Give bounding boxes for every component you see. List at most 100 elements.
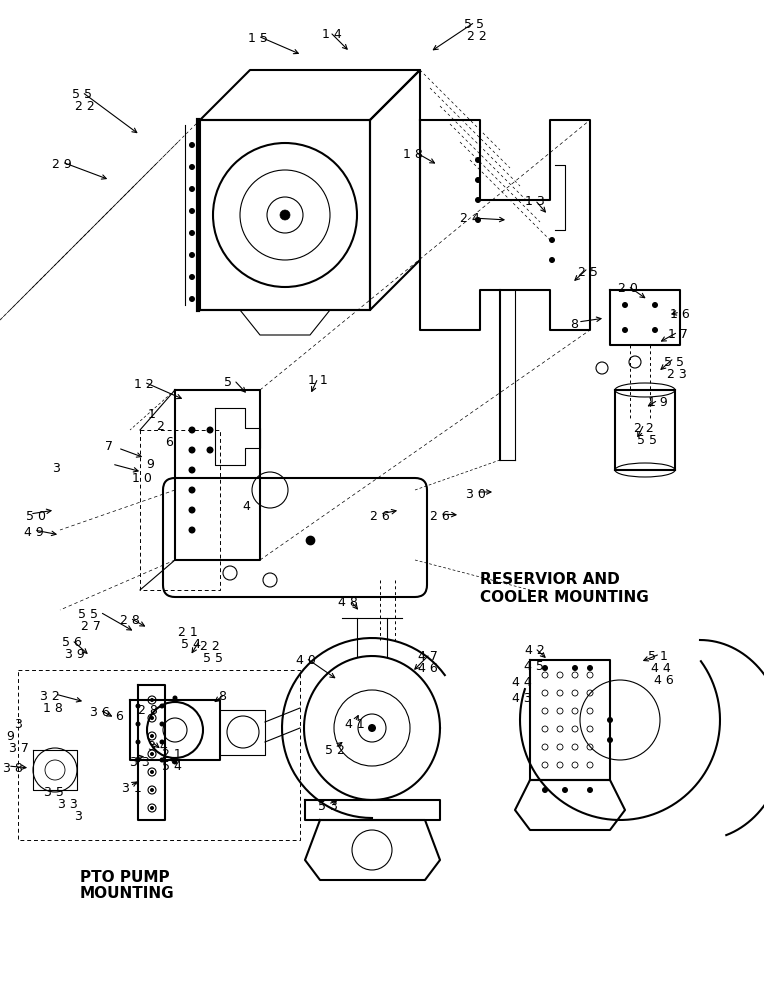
Circle shape xyxy=(189,296,195,302)
Text: 4 9: 4 9 xyxy=(24,526,44,539)
Circle shape xyxy=(587,787,593,793)
Text: 1 8: 1 8 xyxy=(403,148,423,161)
Text: 2 2: 2 2 xyxy=(75,100,95,113)
Text: 3 8: 3 8 xyxy=(3,762,23,775)
Circle shape xyxy=(189,230,195,236)
Text: 5 5: 5 5 xyxy=(464,18,484,31)
Circle shape xyxy=(607,737,613,743)
Text: 2 9: 2 9 xyxy=(52,158,72,171)
Text: 9: 9 xyxy=(6,730,14,743)
Circle shape xyxy=(150,806,154,810)
Text: 4: 4 xyxy=(242,500,250,513)
Circle shape xyxy=(475,177,481,183)
Text: 3 3: 3 3 xyxy=(130,756,150,769)
Circle shape xyxy=(189,142,195,148)
Text: 1 6: 1 6 xyxy=(670,308,690,321)
Circle shape xyxy=(173,696,177,700)
Text: 4 5: 4 5 xyxy=(524,660,544,673)
Text: 1 4: 1 4 xyxy=(322,28,342,41)
Text: 9: 9 xyxy=(146,458,154,471)
Circle shape xyxy=(135,704,141,708)
Text: 4 8: 4 8 xyxy=(338,596,358,609)
Text: 1 9: 1 9 xyxy=(648,396,668,409)
Circle shape xyxy=(475,157,481,163)
Circle shape xyxy=(135,758,141,762)
Circle shape xyxy=(189,506,196,514)
Text: 3 3: 3 3 xyxy=(58,798,78,811)
Text: 2 1: 2 1 xyxy=(178,626,198,639)
Text: 5 4: 5 4 xyxy=(162,760,182,773)
Text: 1: 1 xyxy=(148,408,156,421)
Text: 1 1: 1 1 xyxy=(308,374,328,387)
Circle shape xyxy=(150,716,154,720)
Text: 4 1: 4 1 xyxy=(345,718,364,731)
Text: 3 6: 3 6 xyxy=(90,706,110,719)
Text: 2 0: 2 0 xyxy=(618,282,638,295)
Text: 8: 8 xyxy=(570,318,578,331)
Text: 5 5: 5 5 xyxy=(203,652,223,665)
Text: 5: 5 xyxy=(224,376,232,389)
Text: 2 6: 2 6 xyxy=(370,510,390,523)
Text: 3: 3 xyxy=(74,810,82,823)
Text: 5 3: 5 3 xyxy=(318,800,338,813)
Text: 3 9: 3 9 xyxy=(65,648,85,661)
Text: 2 8: 2 8 xyxy=(138,704,158,717)
Text: 1 0: 1 0 xyxy=(132,472,152,485)
Text: 2: 2 xyxy=(156,420,163,433)
Text: 8: 8 xyxy=(218,690,226,703)
Circle shape xyxy=(150,770,154,774)
Circle shape xyxy=(189,466,196,474)
Text: 4 6: 4 6 xyxy=(418,662,438,675)
Circle shape xyxy=(189,274,195,280)
Circle shape xyxy=(135,740,141,744)
Text: 5 1: 5 1 xyxy=(648,650,668,663)
Circle shape xyxy=(189,186,195,192)
Text: 3: 3 xyxy=(52,462,60,475)
Text: 2 4: 2 4 xyxy=(460,212,480,225)
Circle shape xyxy=(206,446,213,454)
Text: 4 2: 4 2 xyxy=(525,644,545,657)
Text: 5 5: 5 5 xyxy=(72,88,92,101)
Text: 2 3: 2 3 xyxy=(667,368,687,381)
Circle shape xyxy=(160,758,164,762)
Circle shape xyxy=(475,197,481,203)
Text: 1 5: 1 5 xyxy=(248,32,268,45)
Text: 2 2: 2 2 xyxy=(634,422,654,435)
Text: 5 5: 5 5 xyxy=(664,356,684,369)
Circle shape xyxy=(542,787,548,793)
Text: RESERVIOR AND: RESERVIOR AND xyxy=(480,572,620,587)
Text: 4 3: 4 3 xyxy=(512,692,532,705)
Text: 6: 6 xyxy=(165,436,173,449)
Text: 3 7: 3 7 xyxy=(9,742,29,755)
Circle shape xyxy=(572,665,578,671)
Circle shape xyxy=(652,302,658,308)
Circle shape xyxy=(150,698,154,702)
Text: 3 2: 3 2 xyxy=(40,690,60,703)
Circle shape xyxy=(475,217,481,223)
Text: 2 8: 2 8 xyxy=(120,614,140,627)
Text: 1 3: 1 3 xyxy=(525,195,545,208)
Circle shape xyxy=(280,210,290,220)
Circle shape xyxy=(150,734,154,738)
Circle shape xyxy=(622,302,628,308)
Text: 5 5: 5 5 xyxy=(637,434,657,447)
Text: 2 2: 2 2 xyxy=(200,640,220,653)
Text: 3: 3 xyxy=(14,718,22,731)
Text: 4 6: 4 6 xyxy=(654,674,674,687)
Text: 3 4: 3 4 xyxy=(148,740,168,753)
Circle shape xyxy=(189,446,196,454)
Text: PTO PUMP: PTO PUMP xyxy=(80,870,170,885)
Text: 6: 6 xyxy=(115,710,123,723)
Text: 5 0: 5 0 xyxy=(26,510,46,523)
Circle shape xyxy=(189,208,195,214)
Circle shape xyxy=(206,426,213,434)
Text: 3 1: 3 1 xyxy=(122,782,142,795)
Text: 4 4: 4 4 xyxy=(512,676,532,689)
Text: 1 2: 1 2 xyxy=(134,378,154,391)
Text: 2 7: 2 7 xyxy=(81,620,101,633)
Circle shape xyxy=(189,526,196,534)
Circle shape xyxy=(549,237,555,243)
Circle shape xyxy=(542,665,548,671)
Text: 4 7: 4 7 xyxy=(418,650,438,663)
Circle shape xyxy=(160,704,164,708)
